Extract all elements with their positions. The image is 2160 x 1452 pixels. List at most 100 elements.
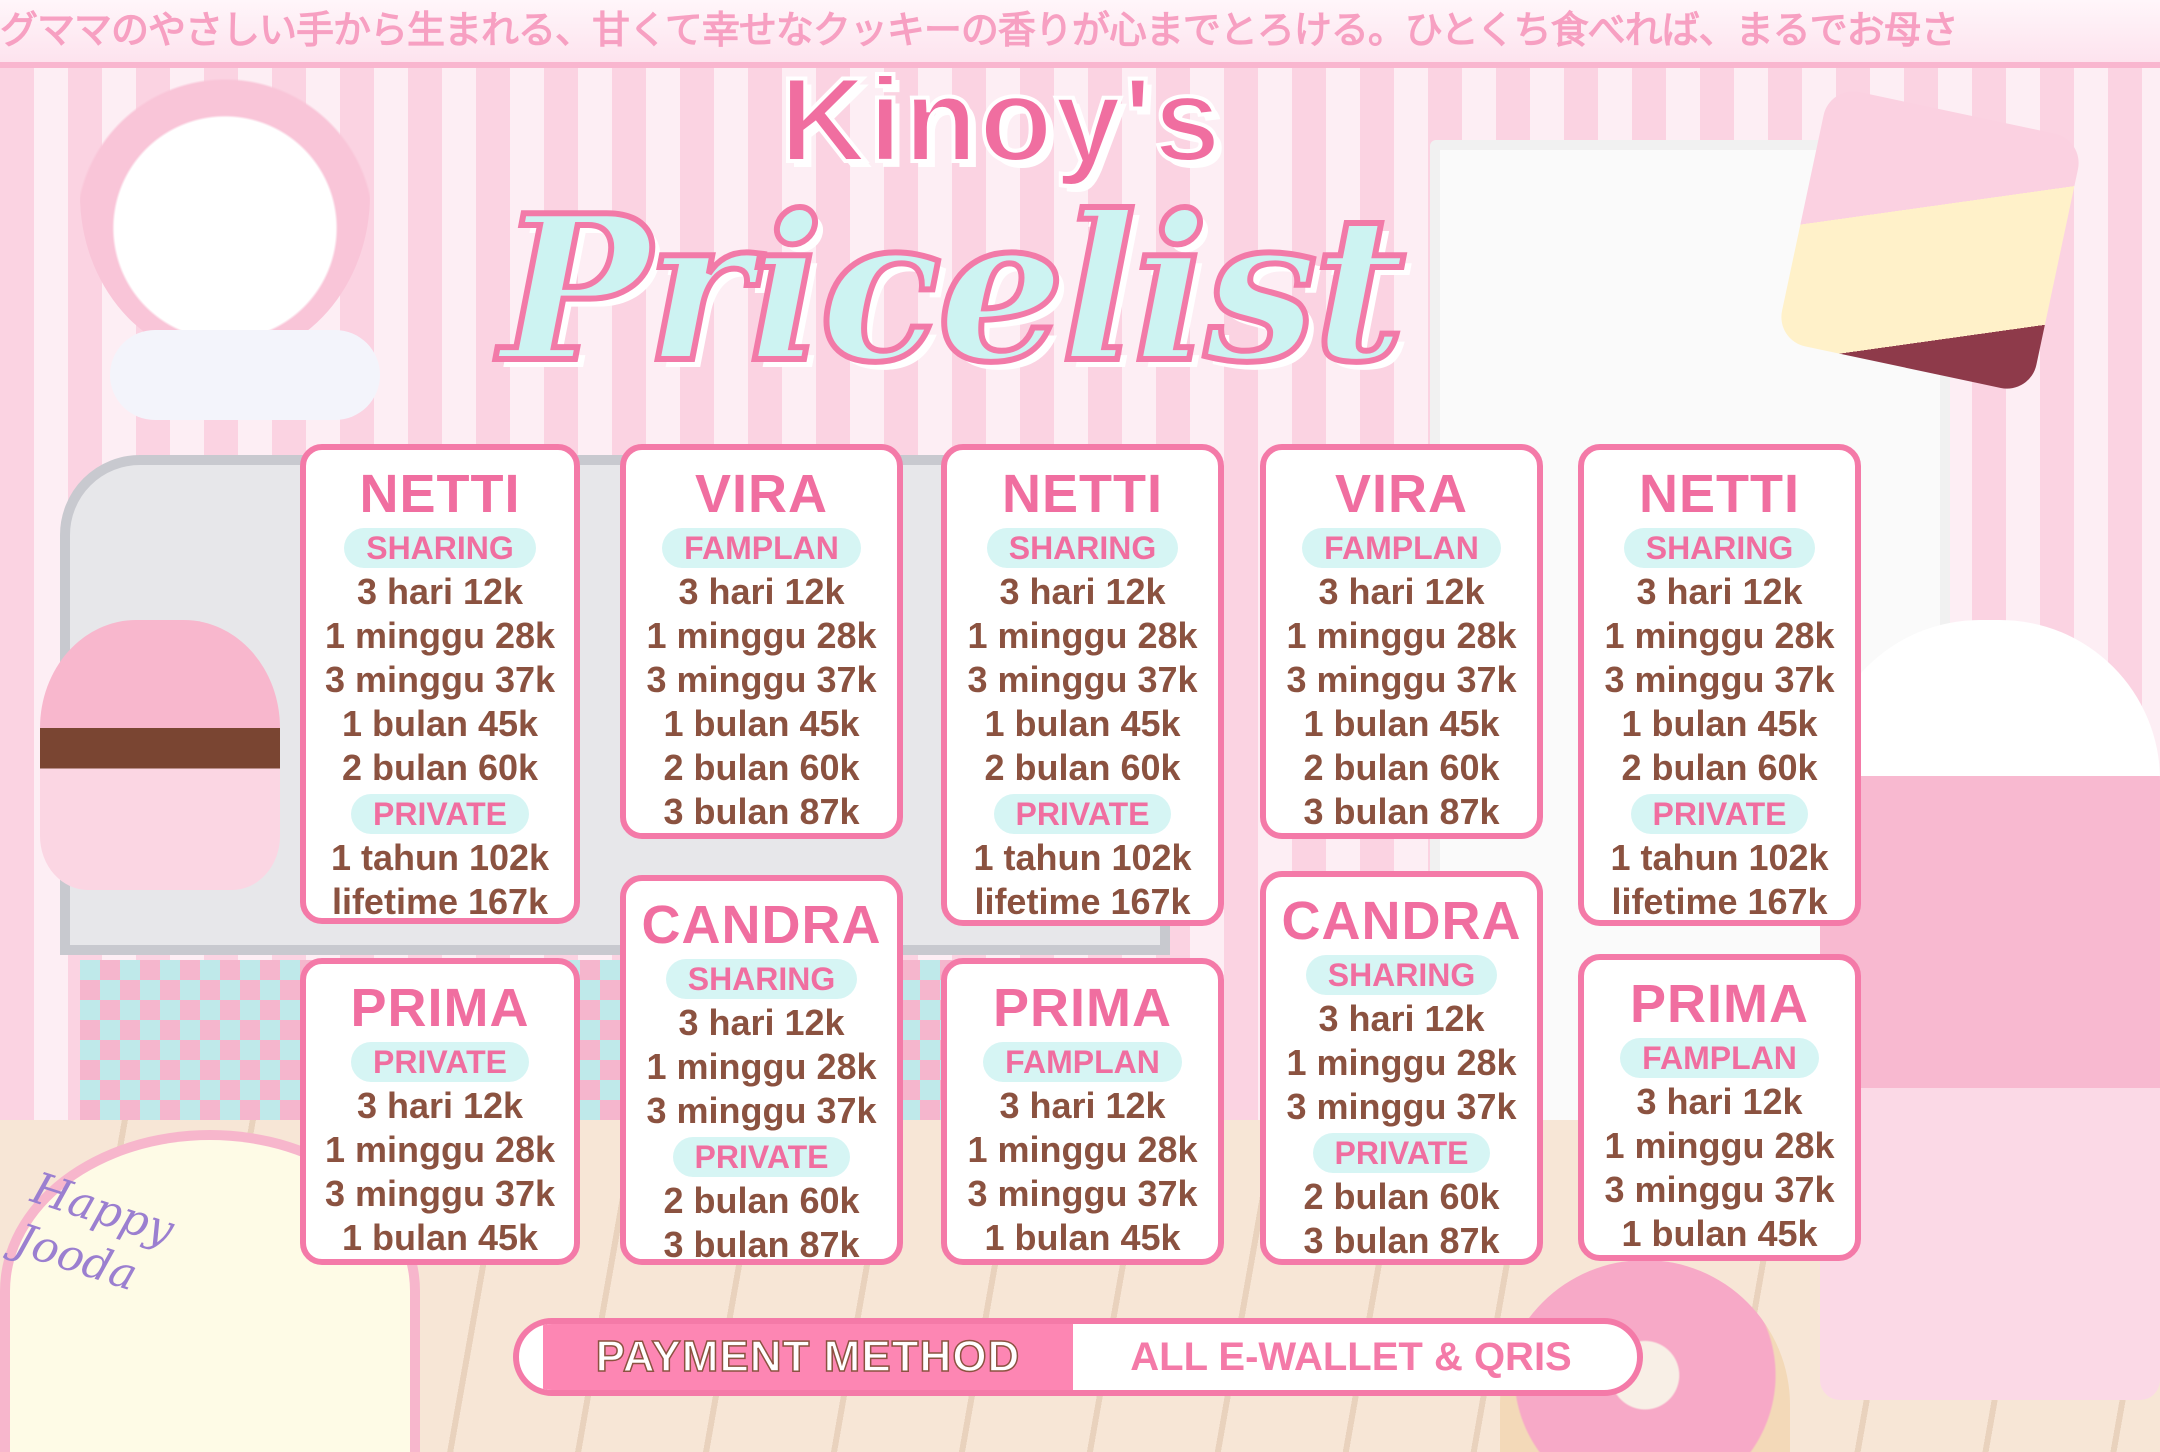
price-line: 3 minggu 37k [1286,659,1517,700]
price-line: 2 bulan 60k [341,747,539,788]
price-card-vira: VIRA FAMPLAN 3 hari 12k 1 minggu 28k 3 mingg… [1260,444,1543,839]
price-line: 3 hari 12k [1318,998,1485,1039]
plan-type-badge: FAMPLAN [1302,528,1501,568]
price-card-candra: CANDRA SHARING 3 hari 12k 1 minggu 28k 3 min… [1260,871,1543,1265]
payment-method-label: PAYMENT METHOD [543,1324,1073,1390]
price-line: 2 bulan 60k [984,747,1181,788]
plan-type-badge: FAMPLAN [983,1042,1182,1082]
price-line: 3 minggu 37k [967,659,1198,700]
price-line: 3 hari 12k [356,571,524,612]
plan-type-badge: SHARING [1623,528,1816,568]
card-title: PRIMA [993,978,1172,1038]
price-card-vira: VIRA FAMPLAN 3 hari 12k 1 minggu 28k 3 mingg… [620,444,903,839]
price-line: 3 bulan 87k [663,1224,860,1265]
plan-type-badge: SHARING [665,959,858,999]
card-title: NETTI [359,464,521,524]
price-line: 1 minggu 28k [1604,615,1835,656]
price-line: 1 bulan 45k [663,703,860,744]
price-line: 3 hari 12k [678,1002,845,1043]
price-card-netti: NETTI SHARING 3 hari 12k 1 minggu 28k 3 ming… [941,444,1224,926]
price-line: 1 minggu 28k [1286,1042,1517,1083]
girl-beret-illustration [80,30,370,360]
price-line: 3 minggu 37k [1286,1086,1517,1127]
price-line: 1 bulan 45k [984,703,1181,744]
cupcake-illustration [40,620,280,890]
price-line: lifetime 167k [1611,881,1828,922]
price-line: 3 hari 12k [356,1085,524,1126]
price-card-netti: NETTI SHARING 3 hari 12k 1 minggu 28k 3 ming… [300,444,580,924]
price-line: 1 bulan 45k [984,1217,1181,1258]
price-line: 1 minggu 28k [967,615,1198,656]
price-line: 1 bulan 45k [1303,703,1500,744]
chef-girl-illustration [1820,620,2160,1400]
price-line: 1 bulan 45k [1621,703,1818,744]
price-card-prima: PRIMA FAMPLAN 3 hari 12k 1 minggu 28k 3 ming… [941,958,1224,1265]
payment-method-bar: PAYMENT METHOD ALL E-WALLET & QRIS [513,1318,1643,1396]
price-line: 1 tahun 102k [973,837,1192,878]
card-title: NETTI [1639,464,1800,524]
strawberry-cake-slice-illustration [1775,85,2085,395]
price-line: 3 hari 12k [678,571,845,612]
price-line: 3 hari 12k [999,1085,1166,1126]
plan-type-badge: SHARING [1305,955,1498,995]
price-line: 2 bulan 60k [1303,747,1500,788]
price-line: 1 minggu 28k [324,1129,556,1170]
price-line: lifetime 167k [974,881,1191,922]
price-line: lifetime 167k [331,881,549,922]
price-line: 2 bulan 60k [1303,1176,1500,1217]
banner-text: グママのやさしい手から生まれる、甘くて幸せなクッキーの香りが心までとろける。ひと… [0,8,1959,52]
price-line: 3 hari 12k [999,571,1166,612]
plan-type-badge: PRIVATE [1312,1133,1491,1173]
price-line: 2 bulan 60k [663,747,860,788]
price-line: 1 tahun 102k [330,837,550,878]
price-line: 3 hari 12k [1636,1081,1803,1122]
card-title: CANDRA [641,895,882,955]
price-line: 3 minggu 37k [646,659,877,700]
plan-type-badge: PRIVATE [993,794,1172,834]
price-card-prima: PRIMA PRIVATE 3 hari 12k 1 minggu 28k 3 ming… [300,958,580,1265]
price-line: 2 bulan 60k [1621,747,1818,788]
card-title: PRIMA [350,978,530,1038]
price-line: 3 hari 12k [1636,571,1803,612]
plan-type-badge: FAMPLAN [662,528,861,568]
price-line: 2 bulan 60k [663,1180,860,1221]
price-line: 3 bulan 87k [1303,791,1500,832]
card-title: NETTI [1002,464,1163,524]
plan-type-badge: PRIVATE [672,1137,851,1177]
price-line: 1 bulan 45k [1621,1213,1818,1254]
brand-title: Kinoy's [778,53,1223,187]
price-line: 1 minggu 28k [646,615,877,656]
plan-type-badge: SHARING [986,528,1179,568]
price-line: 1 minggu 28k [324,615,556,656]
price-line: 3 bulan 87k [663,791,860,832]
price-line: 3 minggu 37k [324,1173,556,1214]
price-line: 3 minggu 37k [1604,659,1835,700]
payment-method-value: ALL E-WALLET & QRIS [1130,1335,1572,1379]
plan-type-badge: PRIVATE [351,1042,529,1082]
card-title: CANDRA [1281,891,1522,951]
japanese-banner: グママのやさしい手から生まれる、甘くて幸せなクッキーの香りが心までとろける。ひと… [0,0,2160,68]
price-line: 3 bulan 87k [1303,1220,1500,1261]
plan-type-badge: PRIVATE [351,794,529,834]
plan-type-badge: PRIVATE [1630,794,1809,834]
card-title: PRIMA [1630,974,1809,1034]
price-line: 1 bulan 45k [341,703,539,744]
price-line: 1 minggu 28k [1604,1125,1835,1166]
card-title: VIRA [1334,464,1468,524]
card-title: VIRA [694,464,828,524]
page-title: Pricelist [497,172,1409,407]
price-line: 3 hari 12k [1318,571,1485,612]
price-line: 1 bulan 45k [341,1217,539,1258]
price-line: 3 minggu 37k [646,1090,877,1131]
plan-type-badge: FAMPLAN [1620,1038,1819,1078]
price-line: 1 tahun 102k [1610,837,1829,878]
plan-type-badge: SHARING [344,528,536,568]
price-line: 3 minggu 37k [324,659,556,700]
price-line: 3 minggu 37k [967,1173,1198,1214]
price-line: 1 minggu 28k [646,1046,877,1087]
price-card-candra: CANDRA SHARING 3 hari 12k 1 minggu 28k 3 min… [620,875,903,1265]
price-line: 1 minggu 28k [967,1129,1198,1170]
price-line: 1 minggu 28k [1286,615,1517,656]
price-line: 3 minggu 37k [1604,1169,1835,1210]
cloud-illustration [110,330,380,420]
